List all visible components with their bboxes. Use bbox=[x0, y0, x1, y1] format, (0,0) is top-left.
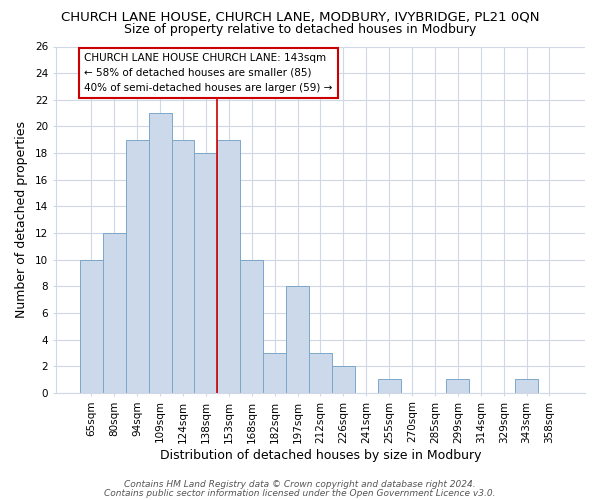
Text: Contains HM Land Registry data © Crown copyright and database right 2024.: Contains HM Land Registry data © Crown c… bbox=[124, 480, 476, 489]
Bar bbox=[80, 260, 103, 393]
Bar bbox=[217, 140, 240, 393]
Text: Contains public sector information licensed under the Open Government Licence v3: Contains public sector information licen… bbox=[104, 488, 496, 498]
Bar bbox=[446, 380, 469, 393]
Bar bbox=[263, 353, 286, 393]
Bar bbox=[103, 233, 126, 393]
Bar bbox=[240, 260, 263, 393]
Bar bbox=[172, 140, 194, 393]
Bar bbox=[149, 113, 172, 393]
Text: CHURCH LANE HOUSE, CHURCH LANE, MODBURY, IVYBRIDGE, PL21 0QN: CHURCH LANE HOUSE, CHURCH LANE, MODBURY,… bbox=[61, 10, 539, 23]
Bar bbox=[309, 353, 332, 393]
Bar bbox=[332, 366, 355, 393]
Y-axis label: Number of detached properties: Number of detached properties bbox=[15, 121, 28, 318]
X-axis label: Distribution of detached houses by size in Modbury: Distribution of detached houses by size … bbox=[160, 450, 481, 462]
Bar bbox=[126, 140, 149, 393]
Bar bbox=[286, 286, 309, 393]
Bar bbox=[377, 380, 401, 393]
Text: CHURCH LANE HOUSE CHURCH LANE: 143sqm
← 58% of detached houses are smaller (85)
: CHURCH LANE HOUSE CHURCH LANE: 143sqm ← … bbox=[85, 53, 333, 93]
Bar bbox=[194, 153, 217, 393]
Text: Size of property relative to detached houses in Modbury: Size of property relative to detached ho… bbox=[124, 22, 476, 36]
Bar bbox=[515, 380, 538, 393]
